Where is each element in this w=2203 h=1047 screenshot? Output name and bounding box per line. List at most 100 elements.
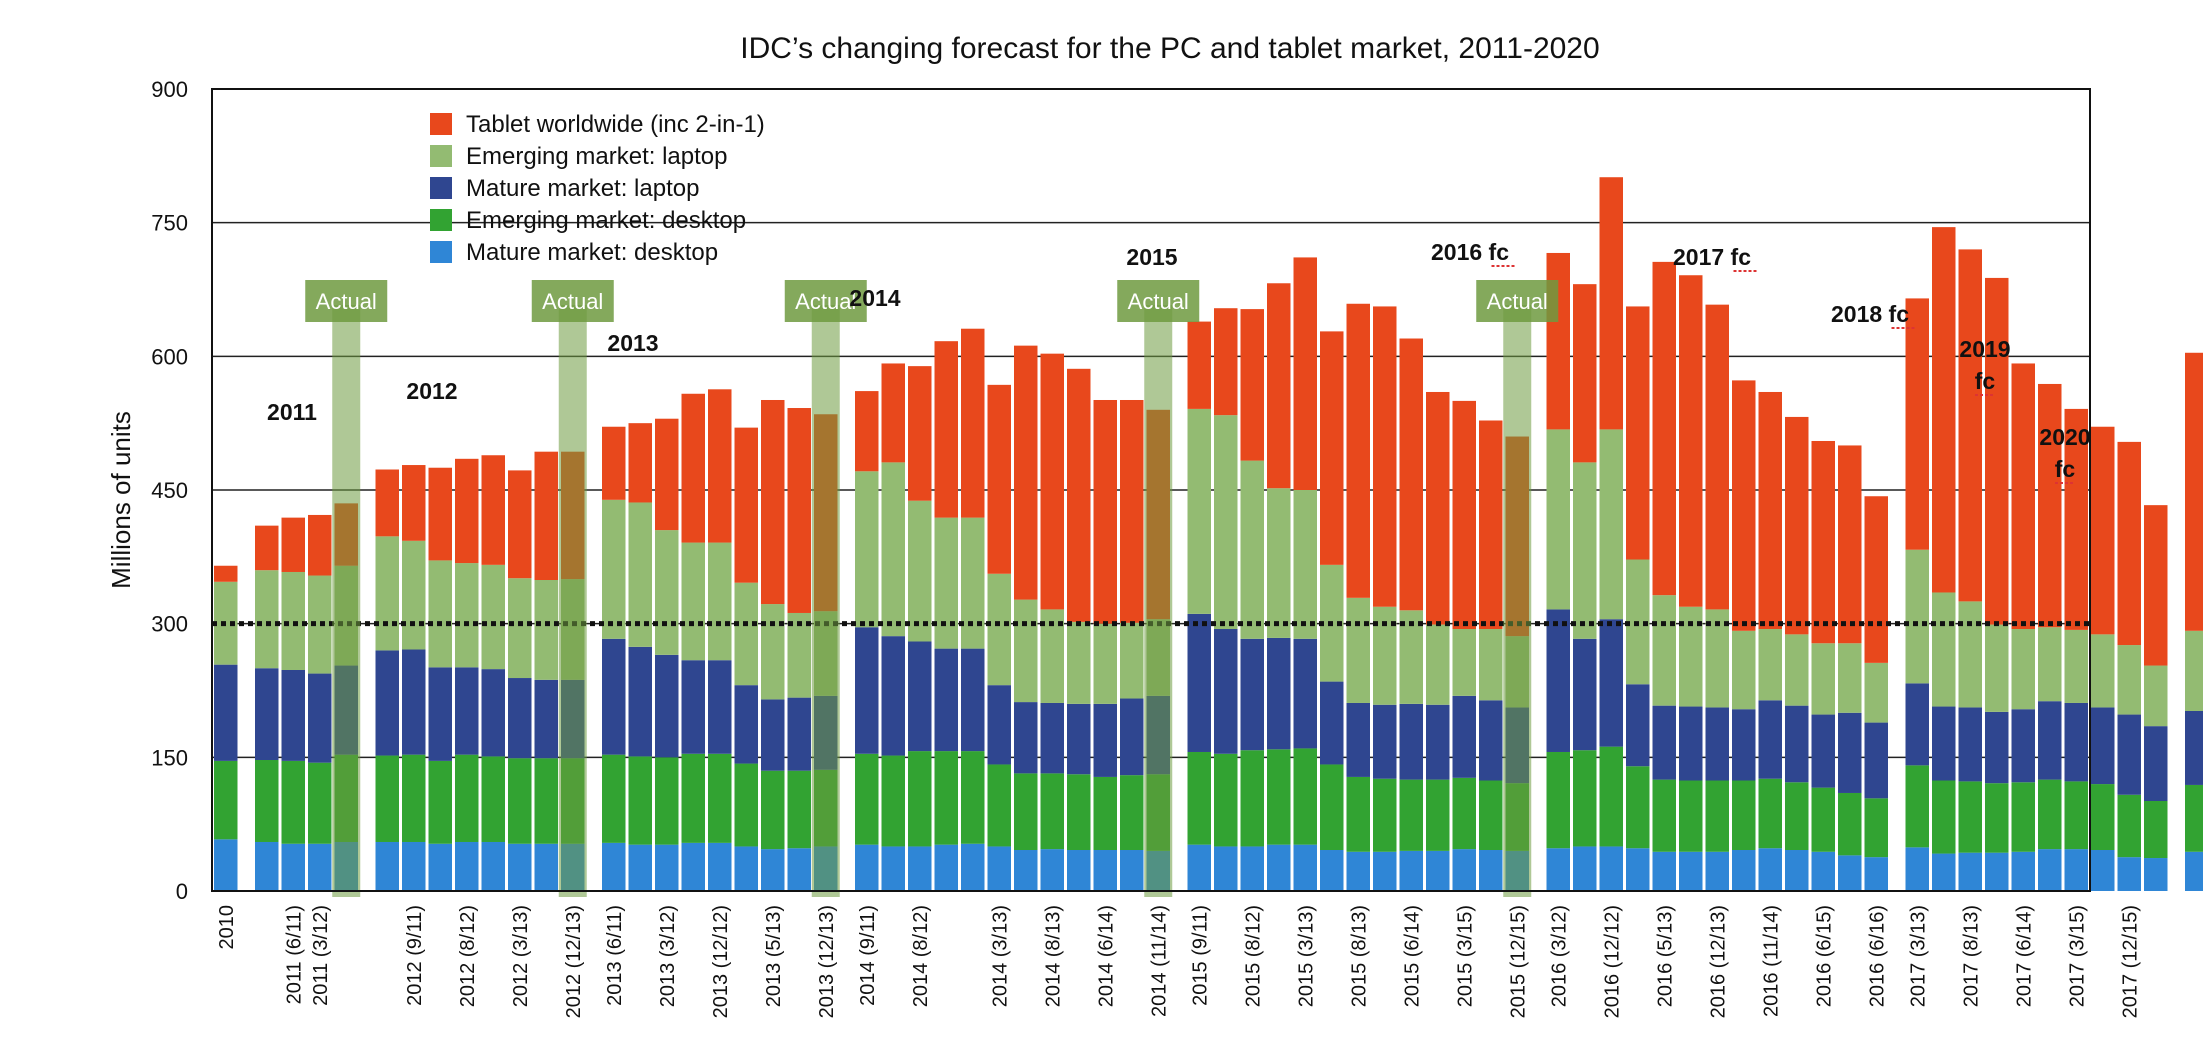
actual-box: [1117, 280, 1200, 322]
bar-segment-mat_desktop: [1732, 850, 1756, 891]
bars: [214, 177, 2203, 891]
bar-segment-tablet: [1864, 496, 1888, 663]
bar-segment-mat_desktop: [534, 843, 558, 891]
bar-segment-tablet: [1452, 400, 1476, 630]
bar-segment-mat_desktop: [1214, 846, 1238, 891]
bar-segment-em_desktop: [214, 760, 238, 840]
bar-segment-em_desktop: [308, 762, 332, 844]
actual-box: [784, 280, 867, 322]
bar-segment-tablet: [508, 470, 532, 579]
bar-segment-tablet: [881, 363, 905, 463]
bar-segment-mat_desktop: [1399, 850, 1423, 891]
bar-segment-em_desktop: [1679, 780, 1703, 852]
bar-segment-em_desktop: [987, 764, 1011, 847]
legend-label: Mature market: laptop: [466, 175, 699, 202]
bar-segment-tablet: [1546, 252, 1570, 430]
bar-segment-em_laptop: [2117, 645, 2141, 715]
bar-segment-em_desktop: [787, 770, 811, 849]
x-tick-label: 2014 (6/14): [1095, 905, 1117, 1007]
bar-segment-tablet: [402, 465, 426, 541]
fc-label: fc: [2055, 456, 2076, 482]
bar-segment-mat_desktop: [1785, 850, 1809, 891]
bar-segment-em_laptop: [481, 564, 505, 670]
x-tick-label: 2015 (12/15): [1507, 905, 1529, 1018]
bar-segment-em_laptop: [508, 578, 532, 679]
bar-segment-mat_laptop: [1785, 705, 1809, 783]
bar-segment-em_laptop: [2185, 630, 2203, 711]
x-tick-label: 2012 (8/12): [457, 905, 479, 1007]
bar-segment-em_desktop: [1811, 787, 1835, 852]
bar-segment-em_desktop: [761, 770, 785, 850]
x-tick-label: 2016 (11/14): [1760, 905, 1782, 1017]
bar-segment-tablet: [1426, 391, 1450, 625]
bar-segment-mat_desktop: [761, 849, 785, 891]
bar-segment-mat_laptop: [1599, 619, 1623, 747]
bar-segment-em_desktop: [1187, 751, 1211, 845]
bar-segment-em_desktop: [1838, 792, 1862, 856]
bar-segment-em_laptop: [1811, 643, 1835, 715]
year-label: 2012: [406, 378, 457, 404]
bar-segment-em_desktop: [1758, 778, 1782, 849]
year-label-group: 2011: [267, 399, 317, 425]
bar-segment-em_desktop: [1705, 780, 1729, 852]
bar-segment-em_laptop: [1426, 624, 1450, 705]
y-axis-label: Millions of units: [106, 411, 136, 589]
bar-segment-em_desktop: [1240, 750, 1264, 847]
bar-segment-em_desktop: [908, 751, 932, 847]
bar-segment-tablet: [1705, 304, 1729, 610]
bar-segment-em_laptop: [1187, 408, 1211, 614]
bar-segment-em_desktop: [1732, 780, 1756, 851]
legend-swatch-tablet: [430, 113, 452, 135]
bar-segment-em_laptop: [881, 462, 905, 637]
x-tick-label: 2015 (3/15): [1454, 905, 1476, 1007]
bar-segment-em_laptop: [787, 612, 811, 698]
x-tick-label: 2016 (6/16): [1866, 905, 1888, 1007]
bar-segment-mat_desktop: [1426, 850, 1450, 891]
year-label: 2011: [267, 399, 317, 425]
actual-label: Actual: [316, 289, 377, 314]
bar-segment-em_desktop: [628, 756, 652, 845]
bar-segment-em_laptop: [1705, 609, 1729, 708]
bar-segment-em_laptop: [1293, 490, 1317, 639]
bar-segment-em_laptop: [734, 582, 758, 686]
bar-segment-mat_laptop: [534, 679, 558, 759]
bar-segment-em_desktop: [1120, 775, 1144, 851]
bar-segment-tablet: [1267, 283, 1291, 489]
bar-segment-tablet: [1399, 338, 1423, 611]
bar-segment-mat_laptop: [855, 627, 879, 754]
bar-segment-em_desktop: [1785, 782, 1809, 851]
bar-segment-mat_desktop: [1293, 844, 1317, 891]
bar-segment-em_desktop: [1546, 751, 1570, 849]
bar-segment-tablet: [281, 517, 305, 572]
legend-swatch-mat_laptop: [430, 177, 452, 199]
legend-swatch-em_desktop: [430, 209, 452, 231]
bar-segment-tablet: [1599, 177, 1623, 430]
year-label: 2018 fc: [1831, 301, 1909, 327]
bar-segment-mat_laptop: [761, 699, 785, 771]
year-label-group: 2019 fc: [1959, 336, 2011, 396]
bar-segment-mat_desktop: [881, 846, 905, 891]
actual-box: [305, 280, 388, 322]
bar-segment-mat_desktop: [734, 846, 758, 891]
bar-segment-em_desktop: [1399, 779, 1423, 851]
year-label-group: 2013: [607, 330, 658, 356]
bar-segment-em_desktop: [1479, 780, 1503, 851]
x-tick-label: 2016 (12/12): [1601, 905, 1623, 1018]
bar-segment-mat_desktop: [961, 843, 985, 891]
bar-segment-em_desktop: [2038, 779, 2062, 850]
bar-segment-em_desktop: [1452, 777, 1476, 850]
bar-segment-em_laptop: [1864, 662, 1888, 723]
bar-segment-tablet: [1626, 306, 1650, 560]
bar-segment-em_laptop: [628, 502, 652, 647]
bar-segment-mat_laptop: [961, 648, 985, 752]
legend-label: Emerging market: laptop: [466, 143, 727, 170]
legend-label: Tablet worldwide (inc 2-in-1): [466, 111, 765, 138]
bar-segment-em_desktop: [1426, 779, 1450, 851]
bar-segment-mat_desktop: [2185, 851, 2203, 891]
bar-segment-em_desktop: [1373, 778, 1397, 852]
year-text: 2014: [849, 285, 900, 311]
actual-band: [1503, 305, 1532, 897]
y-tick-label: 300: [151, 612, 188, 637]
bar-segment-em_laptop: [2038, 627, 2062, 702]
actual-band: [1144, 305, 1173, 897]
